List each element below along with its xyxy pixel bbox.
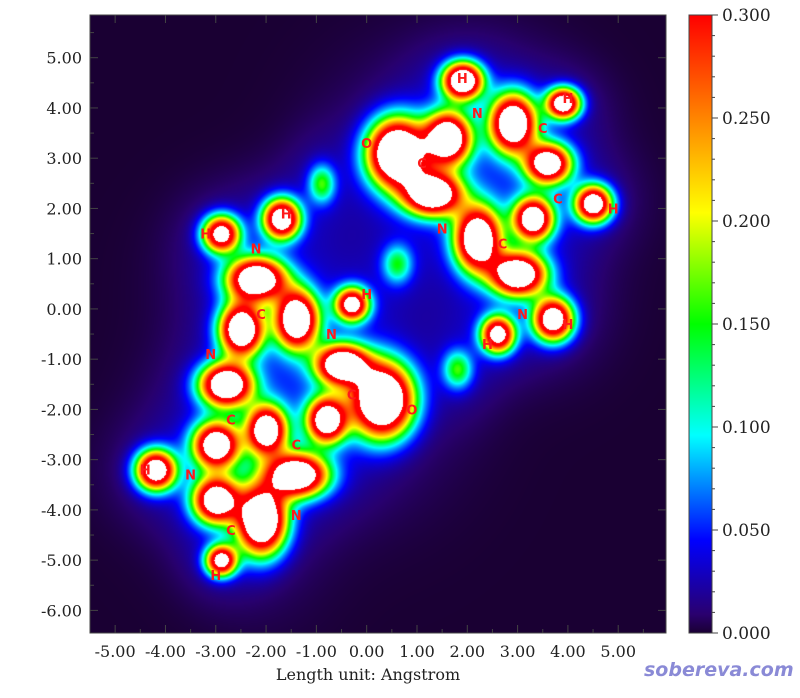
x-tick-label: 4.00 bbox=[550, 642, 586, 661]
x-tick-label: 3.00 bbox=[500, 642, 536, 661]
y-tick-label: -1.00 bbox=[41, 350, 82, 369]
y-tick-label: 0.00 bbox=[46, 300, 82, 319]
atom-label-n: N bbox=[326, 328, 337, 343]
x-tick-label: -1.00 bbox=[296, 642, 337, 661]
density-field bbox=[90, 15, 666, 633]
plot-frame bbox=[89, 14, 667, 634]
y-tick-label: -2.00 bbox=[41, 400, 82, 419]
atom-label-c: C bbox=[498, 238, 508, 253]
colorbar-axis: 0.000 0.050 0.100 0.150 0.200 0.250 0.300 bbox=[712, 6, 771, 644]
x-tick-label: 5.00 bbox=[600, 642, 636, 661]
atom-label-n: N bbox=[291, 509, 302, 524]
atom-label-c: C bbox=[256, 308, 266, 323]
density-image bbox=[90, 15, 666, 633]
colorbar-tick-label: 0.050 bbox=[722, 521, 771, 541]
atom-label-h: H bbox=[457, 72, 468, 87]
x-tick-label: 0.00 bbox=[349, 642, 385, 661]
atom-label-n: N bbox=[472, 107, 483, 122]
x-tick-label: 2.00 bbox=[449, 642, 485, 661]
atom-label-c: C bbox=[347, 388, 357, 403]
x-tick-label: 1.00 bbox=[399, 642, 435, 661]
atom-label-c: C bbox=[417, 157, 427, 172]
x-axis: -5.00 -4.00 -3.00 -2.00 -1.00 0.00 1.00 2.00 3.0… bbox=[95, 15, 644, 661]
atom-label-h: H bbox=[210, 569, 221, 584]
watermark: sobereva.com bbox=[644, 659, 794, 681]
atom-label-o: O bbox=[406, 403, 417, 418]
atom-label-n: N bbox=[205, 348, 216, 363]
y-tick-label: 4.00 bbox=[46, 99, 82, 118]
atom-label-c: C bbox=[291, 439, 301, 454]
atom-label-c: C bbox=[226, 413, 236, 428]
atom-label-o: O bbox=[361, 137, 372, 152]
y-tick-label: -6.00 bbox=[41, 601, 82, 620]
x-tick-label: -3.00 bbox=[195, 642, 236, 661]
atom-label-h: H bbox=[140, 464, 151, 479]
colorbar bbox=[688, 14, 713, 634]
atom-label-n: N bbox=[437, 223, 448, 238]
colorbar-tick-label: 0.000 bbox=[722, 624, 771, 644]
y-tick-label: -3.00 bbox=[41, 451, 82, 470]
atom-label-h: H bbox=[562, 318, 573, 333]
y-tick-label: -5.00 bbox=[41, 551, 82, 570]
x-axis-title: Length unit: Angstrom bbox=[276, 665, 460, 684]
atom-label-n: N bbox=[251, 243, 262, 258]
colorbar-tick-label: 0.300 bbox=[722, 6, 771, 26]
atom-label-c: C bbox=[538, 122, 548, 137]
y-tick-label: 2.00 bbox=[46, 199, 82, 218]
atom-label-c: C bbox=[226, 524, 236, 539]
y-tick-label: -4.00 bbox=[41, 501, 82, 520]
colorbar-tick-label: 0.100 bbox=[722, 418, 771, 438]
atom-label-n: N bbox=[517, 308, 528, 323]
y-tick-label: 3.00 bbox=[46, 149, 82, 168]
atom-label-h: H bbox=[482, 338, 493, 353]
atom-label-h: H bbox=[200, 228, 211, 243]
colorbar-tick-label: 0.150 bbox=[722, 315, 771, 335]
atom-label-n: N bbox=[185, 469, 196, 484]
colorbar-tick-label: 0.250 bbox=[722, 109, 771, 129]
y-tick-label: 1.00 bbox=[46, 250, 82, 269]
colorbar-tick-label: 0.200 bbox=[722, 212, 771, 232]
x-tick-label: -5.00 bbox=[95, 642, 136, 661]
atom-label-h: H bbox=[562, 92, 573, 107]
atom-label-c: C bbox=[553, 192, 563, 207]
x-tick-label: -4.00 bbox=[145, 642, 186, 661]
x-tick-label: -2.00 bbox=[246, 642, 287, 661]
atom-label-h: H bbox=[608, 202, 619, 217]
y-axis: 5.00 4.00 3.00 2.00 1.00 0.00 -1.00 -2.00 -3.00 -… bbox=[41, 32, 666, 620]
atom-label-h: H bbox=[361, 288, 372, 303]
y-tick-label: 5.00 bbox=[46, 49, 82, 68]
atom-label-h: H bbox=[281, 207, 292, 222]
